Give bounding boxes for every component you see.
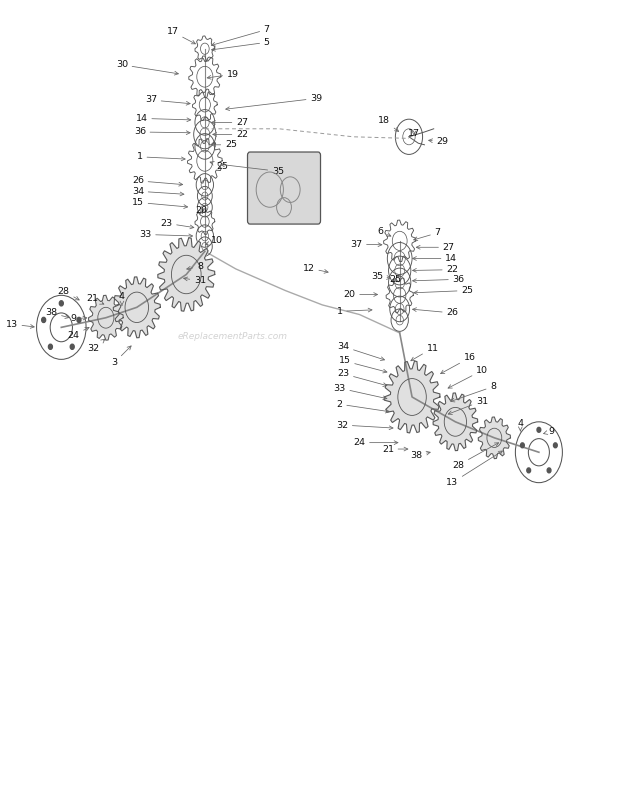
Text: 8: 8	[187, 262, 203, 271]
Text: 26: 26	[132, 176, 183, 186]
Text: 17: 17	[167, 27, 195, 44]
Text: 35: 35	[221, 163, 284, 176]
Text: 39: 39	[226, 94, 322, 111]
Text: 7: 7	[414, 229, 440, 241]
Text: 2: 2	[337, 399, 389, 413]
Text: 23: 23	[337, 369, 387, 387]
Text: 6: 6	[378, 227, 391, 237]
Text: 25: 25	[389, 275, 401, 284]
Text: 4: 4	[119, 293, 125, 306]
Text: 13: 13	[446, 451, 502, 487]
Text: 31: 31	[448, 396, 488, 415]
Circle shape	[521, 443, 525, 448]
Circle shape	[547, 468, 551, 473]
Text: 20: 20	[343, 290, 378, 299]
Text: 11: 11	[411, 344, 438, 361]
Text: 31: 31	[184, 277, 206, 286]
Text: 23: 23	[161, 219, 194, 229]
FancyBboxPatch shape	[247, 152, 321, 224]
Text: 22: 22	[213, 130, 248, 139]
Text: 30: 30	[116, 60, 179, 75]
Text: 36: 36	[412, 275, 464, 284]
Text: 24: 24	[68, 327, 89, 340]
Text: 33: 33	[334, 383, 387, 399]
Text: 21: 21	[382, 444, 408, 454]
Text: 17: 17	[408, 129, 420, 138]
Text: eReplacementParts.com: eReplacementParts.com	[178, 333, 288, 342]
Polygon shape	[158, 238, 215, 311]
Polygon shape	[433, 393, 477, 451]
Circle shape	[48, 344, 52, 350]
Text: 14: 14	[136, 114, 191, 123]
Polygon shape	[478, 417, 510, 459]
Text: 4: 4	[517, 419, 523, 431]
Text: 25: 25	[211, 140, 237, 149]
Text: 27: 27	[211, 118, 248, 127]
Text: 16: 16	[441, 353, 476, 374]
Text: 20: 20	[196, 206, 208, 215]
Text: 8: 8	[451, 382, 496, 402]
Circle shape	[554, 443, 557, 448]
Polygon shape	[89, 295, 123, 340]
Text: 14: 14	[412, 254, 457, 263]
Text: 24: 24	[353, 438, 398, 448]
Circle shape	[527, 468, 531, 473]
Text: 37: 37	[350, 240, 382, 249]
Text: 9: 9	[544, 427, 554, 436]
Text: 10: 10	[448, 366, 488, 388]
Circle shape	[70, 344, 74, 350]
Text: 22: 22	[413, 265, 458, 274]
Text: 18: 18	[378, 116, 399, 132]
Text: 9: 9	[71, 314, 87, 323]
Text: 28: 28	[58, 287, 79, 300]
Circle shape	[60, 301, 63, 306]
Text: 34: 34	[132, 187, 184, 196]
Text: 1: 1	[137, 152, 185, 161]
Text: 37: 37	[145, 95, 190, 105]
Polygon shape	[384, 361, 440, 433]
Text: 10: 10	[206, 237, 223, 245]
Text: 3: 3	[112, 346, 131, 367]
Text: 19: 19	[207, 70, 239, 79]
Text: 1: 1	[337, 307, 372, 316]
Text: 33: 33	[140, 230, 193, 239]
Polygon shape	[113, 277, 161, 338]
Circle shape	[77, 318, 81, 322]
Text: 32: 32	[87, 339, 105, 353]
Text: 34: 34	[337, 342, 384, 360]
Text: 25: 25	[414, 286, 473, 295]
Text: 28: 28	[453, 443, 498, 469]
Circle shape	[42, 318, 46, 322]
Text: 38: 38	[45, 309, 69, 318]
Text: 7: 7	[211, 25, 270, 46]
Text: 29: 29	[428, 137, 448, 146]
Text: 27: 27	[416, 243, 454, 252]
Text: 36: 36	[134, 128, 190, 136]
Text: 35: 35	[371, 272, 391, 281]
Text: 5: 5	[211, 38, 270, 51]
Text: 13: 13	[6, 320, 34, 329]
Text: 15: 15	[132, 198, 188, 209]
Text: 26: 26	[412, 308, 458, 318]
Circle shape	[537, 427, 541, 432]
Text: 25: 25	[210, 161, 228, 171]
Text: 32: 32	[336, 420, 393, 430]
Text: 38: 38	[410, 451, 430, 460]
Text: 15: 15	[339, 356, 387, 373]
Text: 21: 21	[86, 294, 104, 304]
Text: 12: 12	[303, 264, 328, 273]
